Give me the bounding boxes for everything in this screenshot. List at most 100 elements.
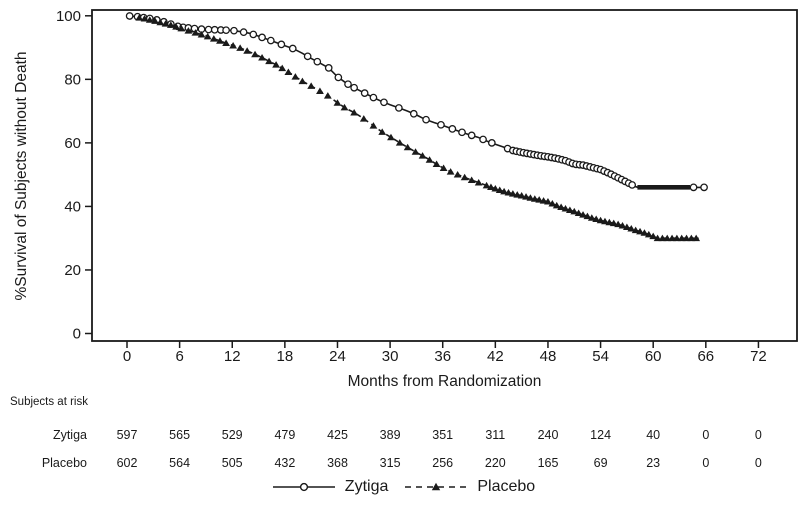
zytiga-censor-marker [689, 183, 698, 192]
placebo-censor-marker [636, 227, 644, 235]
x-axis-title: Months from Randomization [347, 373, 542, 390]
legend-label: Placebo [477, 478, 536, 495]
placebo-censor-marker [140, 15, 149, 22]
placebo-censor-marker [561, 205, 570, 212]
zytiga-censor-marker [350, 83, 358, 92]
zytiga-censor-marker [230, 26, 238, 35]
zytiga-censor-marker [479, 135, 487, 144]
placebo-censor-marker [474, 178, 483, 186]
placebo-censor-marker [482, 181, 491, 189]
placebo-censor-marker [298, 77, 307, 85]
placebo-censor-marker [596, 216, 605, 224]
placebo-censor-marker [487, 183, 495, 190]
km-plot-canvas: 0 20 40 60 80 100 0 6 12 18 24 30 36 42 48 54 60 66 72 [56, 8, 798, 365]
placebo-censor-marker [548, 199, 557, 207]
risk-count: 124 [590, 428, 612, 442]
placebo-censor-marker [340, 103, 349, 111]
risk-table-heading: Subjects at risk [10, 396, 88, 408]
placebo-censor-marker [605, 218, 614, 226]
placebo-censor-marker [323, 92, 332, 99]
risk-count: 432 [274, 456, 296, 470]
risk-count: 0 [702, 456, 710, 470]
zytiga-censor-marker [458, 128, 466, 137]
placebo-censor-marker [495, 186, 504, 193]
zytiga-censor-marker [448, 125, 457, 133]
placebo-censor-marker [526, 194, 535, 201]
placebo-censor-marker [565, 206, 574, 213]
placebo-censor-marker [258, 54, 266, 61]
zytiga-censor-marker [380, 98, 388, 107]
plot-border [91, 9, 798, 342]
placebo-censor-marker [203, 32, 212, 40]
placebo-censor-marker [236, 44, 245, 51]
y-axis-title: %Survival of Subjects without Death [13, 51, 30, 301]
x-tick-label: 36 [434, 348, 451, 365]
zytiga-censor-marker [210, 25, 219, 34]
x-tick-label: 60 [645, 348, 662, 365]
placebo-censor-marker [627, 225, 636, 232]
placebo-censor-marker [504, 189, 513, 196]
risk-count: 256 [432, 456, 454, 470]
placebo-censor-marker [592, 215, 601, 223]
zytiga-censor-marker [249, 30, 258, 39]
placebo-censor-marker [265, 57, 273, 65]
placebo-censor-marker [508, 190, 517, 197]
placebo-censor-marker [552, 201, 561, 209]
placebo-censor-marker [418, 152, 427, 159]
risk-count: 368 [327, 456, 348, 470]
risk-count: 69 [593, 456, 608, 470]
zytiga-censor-marker [125, 12, 134, 20]
placebo-censor-marker [579, 211, 587, 218]
placebo-censor-marker [692, 234, 701, 242]
placebo-censor-marker [209, 35, 218, 42]
zytiga-censor-marker [467, 131, 476, 140]
placebo-censor-marker [631, 226, 640, 234]
placebo-censor-marker [513, 191, 522, 198]
placebo-censor-marker [411, 148, 420, 155]
placebo-censor-marker [570, 207, 579, 215]
risk-count: 351 [432, 428, 454, 442]
x-tick-label: 42 [487, 348, 504, 365]
placebo-censor-marker [387, 133, 395, 141]
placebo-censor-marker [359, 115, 368, 122]
placebo-censor-marker [197, 30, 206, 38]
placebo-censor-marker [644, 230, 653, 238]
placebo-censor-marker [378, 128, 387, 135]
placebo-censor-marker [156, 18, 165, 26]
risk-count: 220 [484, 456, 506, 470]
zytiga-censor-marker [239, 28, 248, 37]
zytiga-censor-marker [303, 52, 312, 61]
risk-row-label: Zytiga [52, 428, 87, 442]
y-tick-label: 0 [73, 326, 81, 343]
risk-count: 315 [379, 456, 401, 470]
placebo-censor-marker [446, 168, 455, 175]
zytiga-censor-marker [344, 80, 352, 89]
placebo-censor-marker [229, 42, 238, 49]
risk-count: 564 [169, 456, 191, 470]
x-tick-label: 54 [592, 348, 609, 365]
y-tick-label: 60 [64, 135, 81, 152]
x-tick-label: 72 [750, 348, 767, 365]
placebo-censor-marker [583, 212, 592, 220]
legend: Zytiga Placebo [0, 478, 807, 496]
y-tick-label: 20 [64, 262, 81, 279]
risk-count: 165 [537, 456, 559, 470]
risk-row-zytiga: Zytiga 597 565 529 479 425 389 351 311 240 124 40 0… [0, 427, 807, 443]
legend-label: Zytiga [344, 478, 389, 495]
placebo-line-icon [405, 482, 468, 491]
zytiga-censor-marker [204, 25, 213, 34]
placebo-censor-marker [278, 64, 287, 72]
risk-count: 479 [274, 428, 296, 442]
risk-row-placebo: Placebo 602 564 505 432 368 315 256 220 165 69 23 0… [0, 455, 807, 471]
placebo-censor-marker [618, 222, 627, 229]
placebo-censor-marker [316, 87, 324, 94]
zytiga-censor-marker [258, 33, 266, 42]
risk-count: 602 [116, 456, 138, 470]
x-tick-label: 12 [224, 348, 241, 365]
zytiga-censor-marker [437, 120, 445, 129]
x-tick-label: 0 [123, 348, 131, 365]
placebo-censor-marker [350, 108, 359, 116]
risk-count: 529 [221, 428, 243, 442]
placebo-censor-marker [544, 198, 552, 205]
